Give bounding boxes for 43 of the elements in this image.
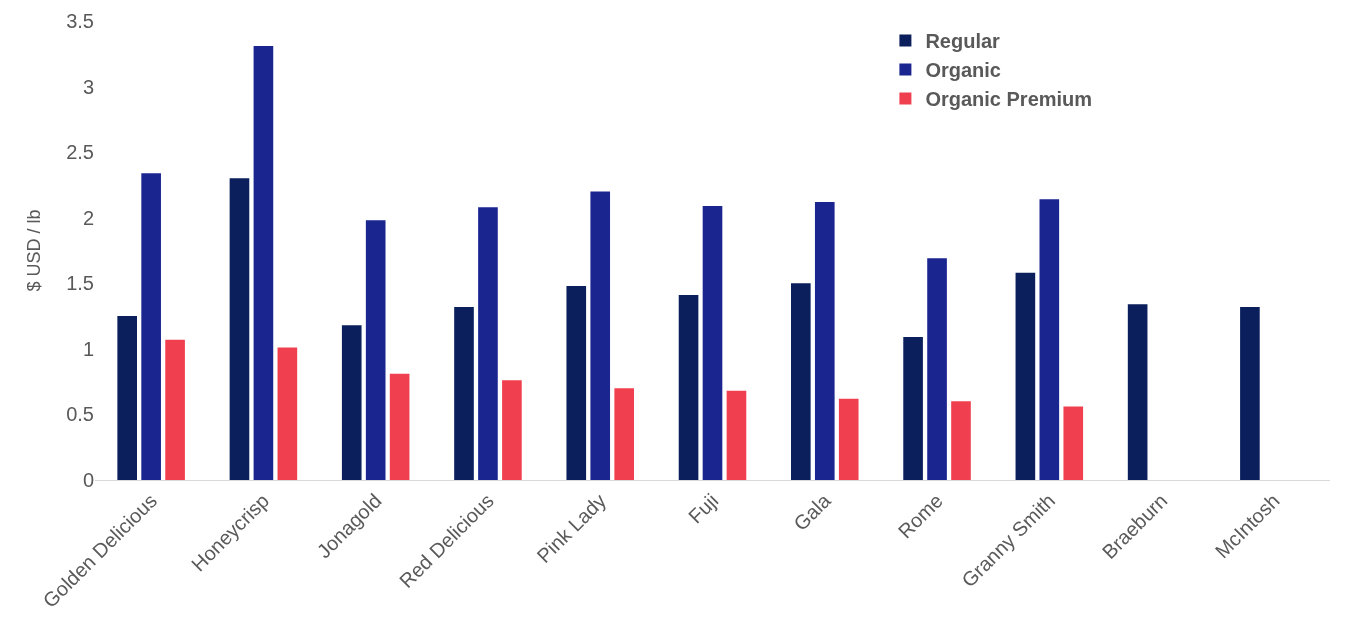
bar <box>927 258 947 480</box>
bar <box>454 306 474 480</box>
bar <box>341 325 362 480</box>
bar <box>614 388 634 480</box>
y-axis-title: $ USD / lb <box>24 209 45 292</box>
bar <box>590 191 611 480</box>
x-tick-label: Fuji <box>684 489 723 528</box>
bar <box>277 347 298 480</box>
y-tick-label: 2 <box>82 206 94 229</box>
bar <box>702 205 723 480</box>
y-tick-label: 0 <box>82 469 94 491</box>
bar <box>117 316 137 480</box>
bar <box>253 45 274 480</box>
bar <box>814 201 835 480</box>
bar <box>903 337 923 480</box>
bar <box>502 380 522 480</box>
y-tick-label: 3.5 <box>66 10 94 32</box>
bar <box>1039 199 1060 480</box>
bar <box>726 390 747 480</box>
legend-label: Organic <box>925 59 1001 82</box>
bar <box>365 220 386 480</box>
y-tick-label: 1.5 <box>66 272 94 295</box>
bar <box>1015 272 1036 480</box>
x-tick-label: Gala <box>789 488 836 535</box>
bar <box>838 398 859 480</box>
bar <box>566 285 587 480</box>
bar <box>1240 306 1260 480</box>
bar <box>791 283 811 480</box>
y-tick-label: 0.5 <box>66 403 94 426</box>
bar <box>678 295 699 480</box>
legend-label: Regular <box>925 30 1001 53</box>
y-tick-label: 2.5 <box>66 141 94 164</box>
y-tick-label: 1 <box>82 337 94 360</box>
bar <box>478 207 498 480</box>
legend-label: Organic Premium <box>925 88 1093 111</box>
bar <box>389 373 410 480</box>
bar <box>1127 304 1148 480</box>
bar <box>141 173 161 480</box>
bar <box>1063 406 1084 480</box>
bar <box>165 339 185 480</box>
bar <box>951 401 971 480</box>
y-tick-label: 3 <box>82 75 94 98</box>
bar <box>229 178 250 480</box>
